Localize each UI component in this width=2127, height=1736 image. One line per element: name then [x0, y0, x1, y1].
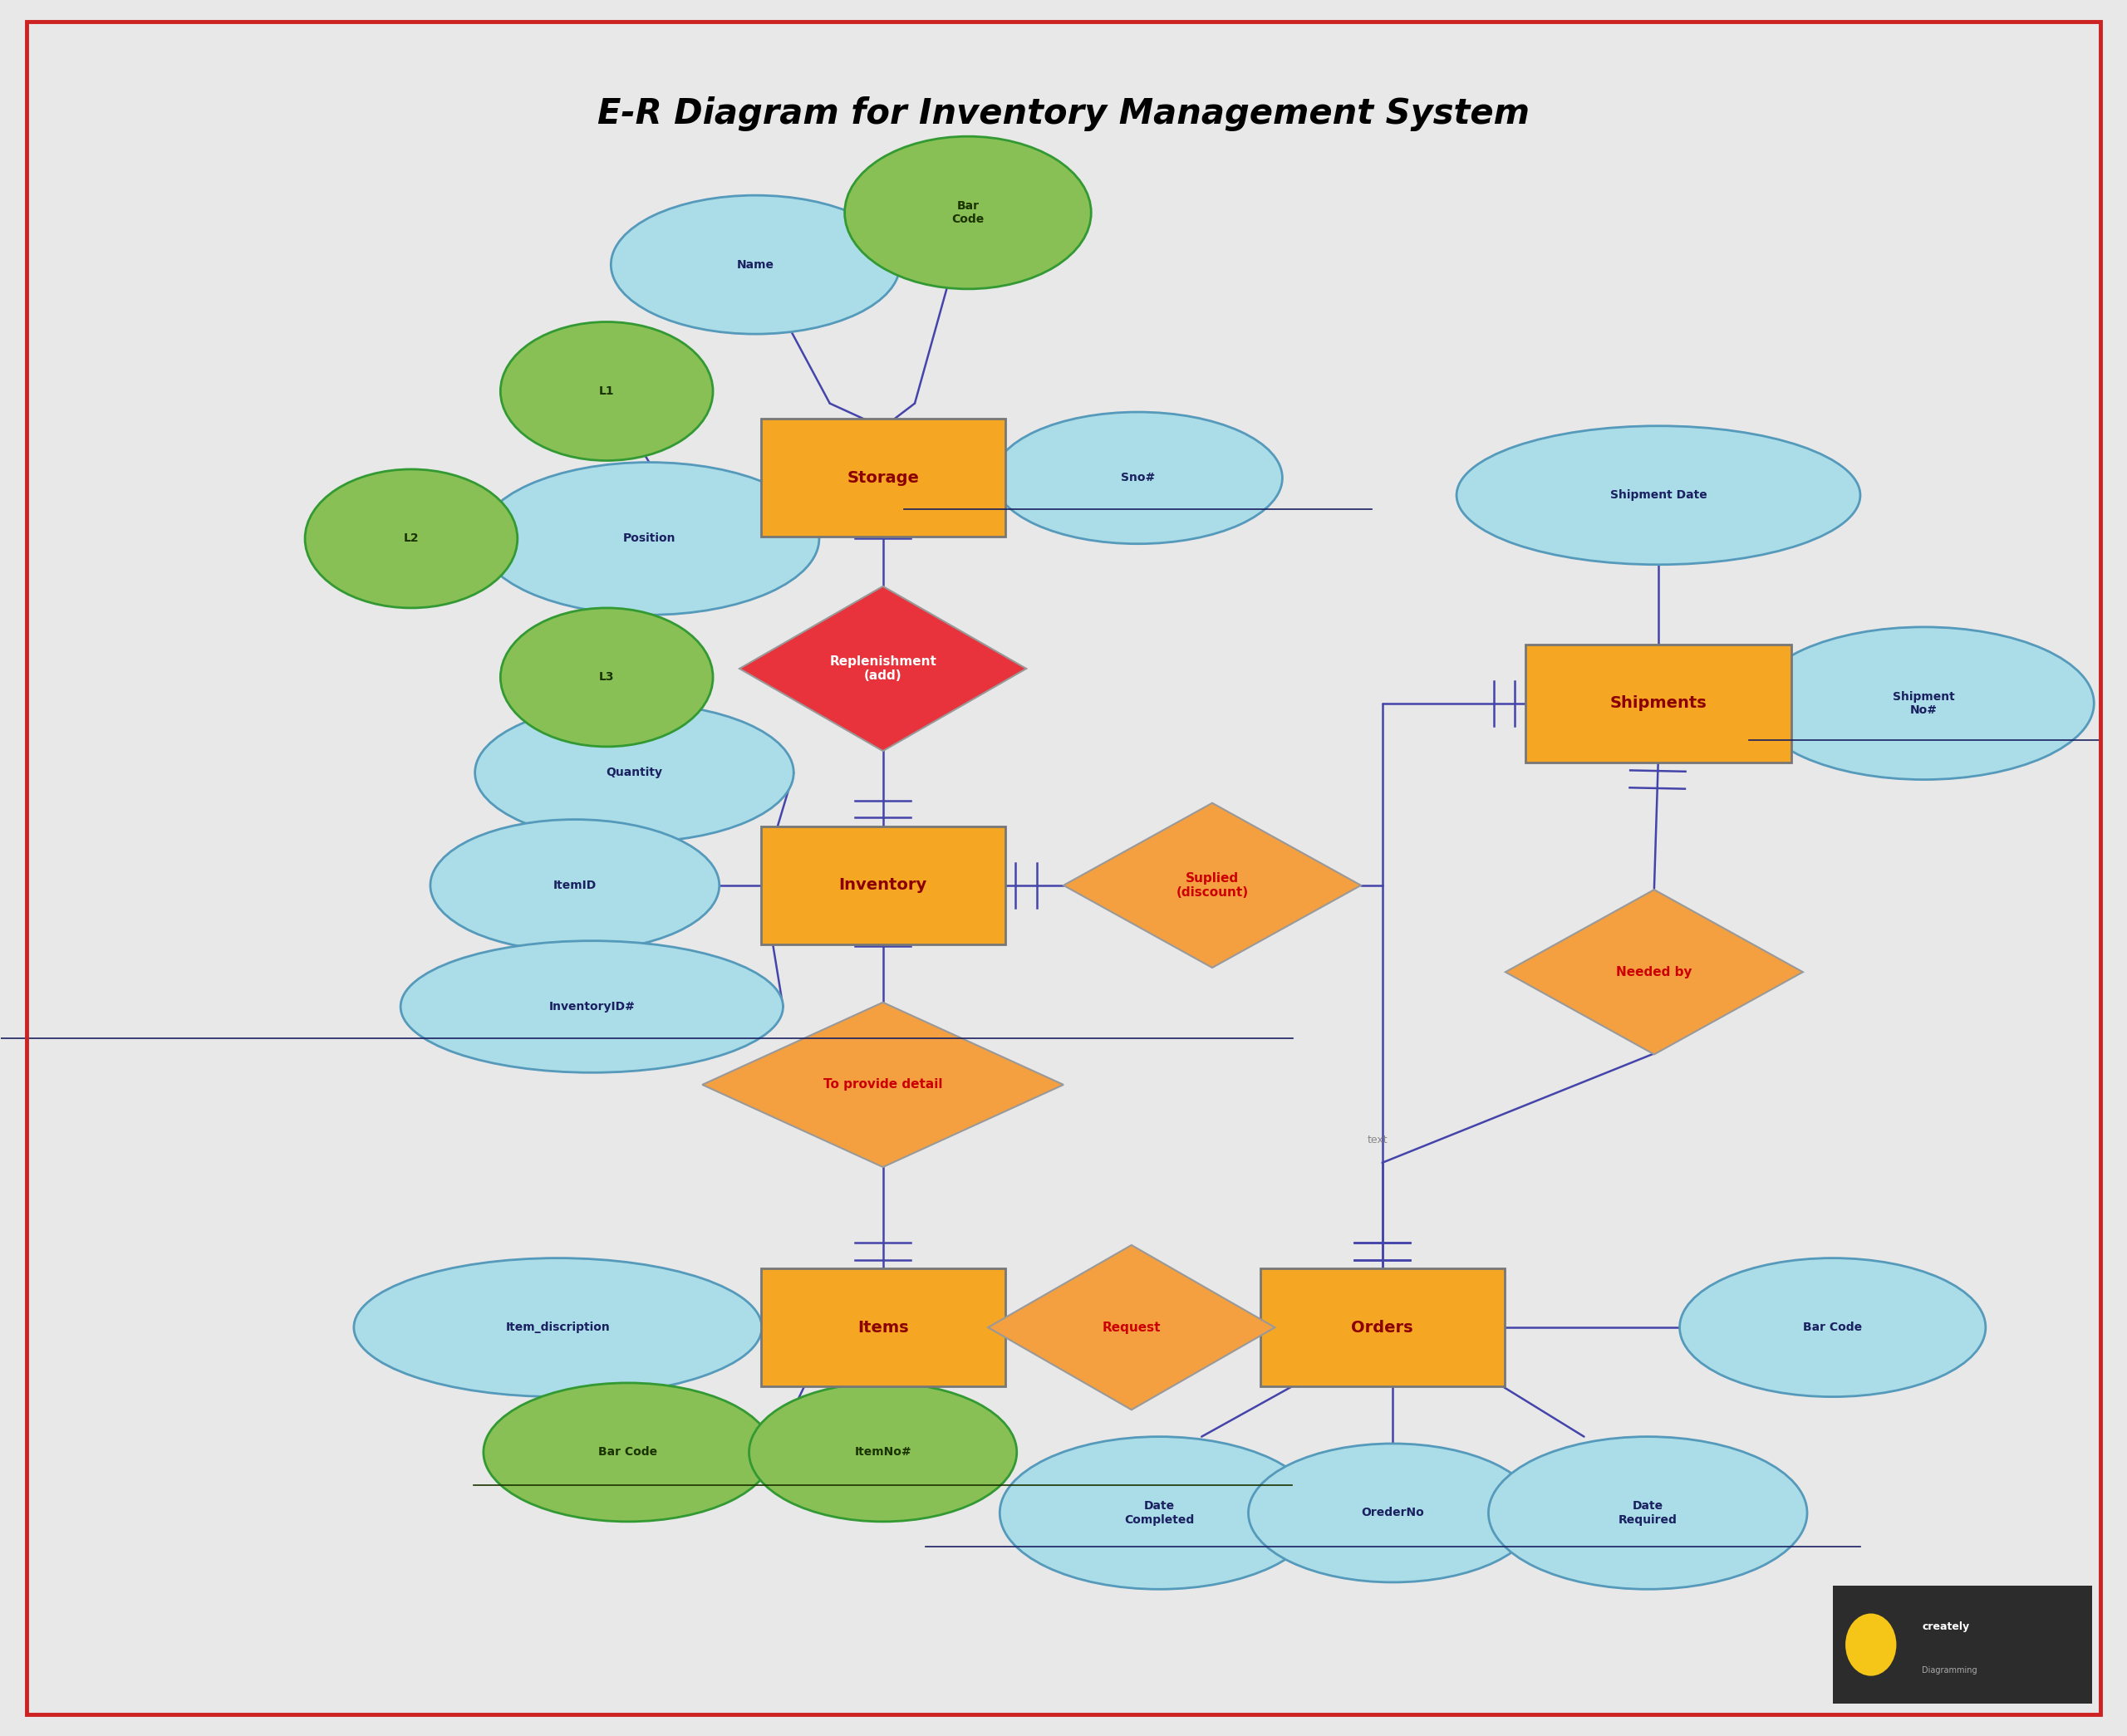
Text: Inventory: Inventory — [838, 877, 927, 894]
Text: To provide detail: To provide detail — [823, 1078, 942, 1090]
Ellipse shape — [1249, 1444, 1538, 1581]
Ellipse shape — [610, 196, 900, 333]
Text: Replenishment
(add): Replenishment (add) — [830, 654, 936, 682]
Text: Quantity: Quantity — [606, 767, 664, 778]
Text: Item_discription: Item_discription — [506, 1321, 610, 1333]
Ellipse shape — [353, 1259, 761, 1397]
Text: Bar Code: Bar Code — [598, 1446, 657, 1458]
Ellipse shape — [1846, 1613, 1897, 1675]
Ellipse shape — [479, 462, 819, 615]
Ellipse shape — [500, 321, 713, 460]
Ellipse shape — [844, 137, 1091, 288]
FancyBboxPatch shape — [761, 1269, 1006, 1387]
Ellipse shape — [749, 1384, 1017, 1521]
Text: Date
Required: Date Required — [1619, 1500, 1678, 1526]
Text: Shipments: Shipments — [1610, 696, 1706, 712]
Text: E-R Diagram for Inventory Management System: E-R Diagram for Inventory Management Sys… — [598, 97, 1529, 132]
Text: Request: Request — [1102, 1321, 1161, 1333]
Text: text: text — [1368, 1135, 1389, 1146]
Text: L1: L1 — [600, 385, 615, 398]
Text: Orders: Orders — [1351, 1319, 1412, 1335]
Text: Shipment Date: Shipment Date — [1610, 490, 1706, 502]
Polygon shape — [1506, 889, 1804, 1054]
FancyBboxPatch shape — [761, 418, 1006, 536]
Polygon shape — [740, 587, 1027, 752]
Text: Position: Position — [623, 533, 676, 545]
Ellipse shape — [1489, 1437, 1808, 1588]
Ellipse shape — [500, 608, 713, 746]
Ellipse shape — [1680, 1259, 1987, 1397]
Text: Needed by: Needed by — [1617, 965, 1693, 979]
Text: Bar
Code: Bar Code — [951, 200, 985, 226]
Text: ItemNo#: ItemNo# — [855, 1446, 910, 1458]
Ellipse shape — [304, 469, 517, 608]
Ellipse shape — [474, 703, 793, 842]
Text: Name: Name — [736, 259, 774, 271]
Ellipse shape — [483, 1384, 772, 1521]
Ellipse shape — [400, 941, 783, 1073]
Ellipse shape — [993, 411, 1283, 543]
Polygon shape — [702, 1002, 1064, 1167]
Text: creately: creately — [1923, 1621, 1970, 1632]
Ellipse shape — [430, 819, 719, 951]
Text: Diagramming: Diagramming — [1923, 1667, 1978, 1675]
FancyBboxPatch shape — [1833, 1585, 2091, 1703]
Text: Sno#: Sno# — [1121, 472, 1155, 484]
Ellipse shape — [1457, 425, 1861, 564]
FancyBboxPatch shape — [761, 826, 1006, 944]
Text: Date
Completed: Date Completed — [1123, 1500, 1193, 1526]
Text: InventoryID#: InventoryID# — [549, 1002, 636, 1012]
FancyBboxPatch shape — [1259, 1269, 1504, 1387]
Text: Suplied
(discount): Suplied (discount) — [1176, 871, 1249, 899]
Ellipse shape — [1755, 627, 2093, 779]
Text: Shipment
No#: Shipment No# — [1893, 691, 1955, 715]
Polygon shape — [1064, 804, 1361, 967]
FancyBboxPatch shape — [1525, 644, 1791, 762]
Text: L3: L3 — [600, 672, 615, 682]
Text: OrederNo: OrederNo — [1361, 1507, 1425, 1519]
Text: L2: L2 — [404, 533, 419, 545]
Text: ItemID: ItemID — [553, 880, 596, 891]
Text: Storage: Storage — [847, 470, 919, 486]
Text: Items: Items — [857, 1319, 908, 1335]
Ellipse shape — [1000, 1437, 1319, 1588]
Polygon shape — [989, 1245, 1274, 1410]
Text: Bar Code: Bar Code — [1804, 1321, 1861, 1333]
